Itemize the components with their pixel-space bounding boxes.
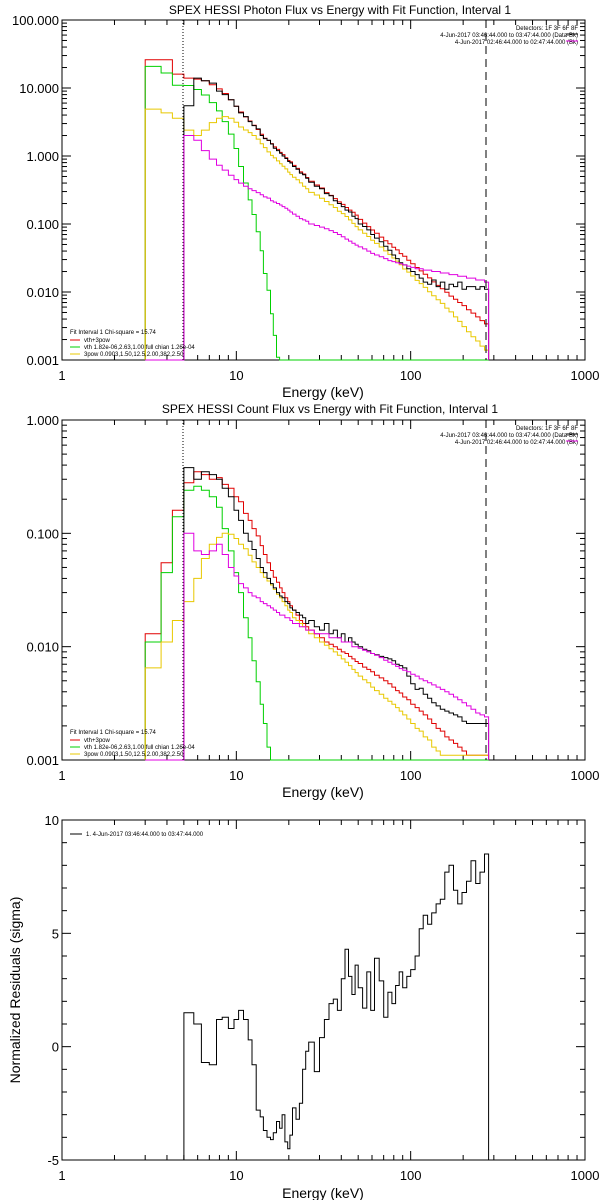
count-flux-y-tick-label: 1.000 [26,413,59,428]
photon-flux-header-3: 4-Jun-2017 02:46:44.000 to 02:47:44.000 … [455,40,578,46]
photon-flux-header-1: Detectors: 1F 3F 6F 8F [516,26,578,32]
residuals-x-tick-label: 100 [400,1168,422,1183]
residuals-y-tick-label: 0 [52,1040,59,1055]
photon-flux-x-tick-label: 100 [400,368,422,383]
residuals-y-tick-label: 5 [52,926,59,941]
count-flux-y-tick-label: 0.010 [26,640,59,655]
count-flux-axes: 1 10 100 1000 0.001 0.010 0.100 1.000 [26,413,599,783]
residuals-y-label: Normalized Residuals (sigma) [7,897,23,1084]
count-flux-plot-frame [61,419,586,761]
photon-flux-x-tick-label: 10 [229,368,243,383]
photon-flux-header-2: 4-Jun-2017 03:46:44.000 to 03:47:44.000 … [440,33,578,39]
photon-flux-x-tick-label: 1 [58,368,65,383]
count-flux-series [144,467,490,761]
photon-flux-y-tick-label: 10.000 [19,81,59,96]
photon-flux-y-tick-label: 100.000 [12,13,59,28]
residuals-plot-frame [61,819,586,1161]
count-flux-y-tick-label: 0.100 [26,526,59,541]
photon-flux-legend-pow: 3pow 0.0903,1.50,12.5,2.00,382,2.50 [84,352,184,358]
residuals-series-1-4-jun-2017-03-46-44-000-to-03-47-44-000 [183,853,490,1160]
count-flux-x-tick-label: 1 [58,768,65,783]
count-flux-x-label: Energy (keV) [282,784,364,800]
photon-flux-y-tick-label: 1.000 [26,149,59,164]
photon-flux-series-vth-3pow [144,59,490,360]
count-flux-series-3pow [144,532,490,760]
photon-flux-axes: 1 10 100 1000 0.001 0.010 0.100 1.000 10.000 100.… [12,13,599,383]
residuals-x-tick-label: 1 [58,1168,65,1183]
photon-flux-title: SPEX HESSI Photon Flux vs Energy with Fi… [169,3,511,17]
photon-flux-y-tick-label: 0.001 [26,353,59,368]
residuals-x-tick-label: 10 [229,1168,243,1183]
residuals-legend-text: 1. 4-Jun-2017 03:46:44.000 to 03:47:44.0… [86,832,204,838]
photon-flux-x-tick-label: 1000 [571,368,600,383]
photon-flux-legend-fit: Fit Interval 1 Chi-square = 15.74 [70,330,157,336]
count-flux-series-data-bk [145,467,490,761]
residuals-axes: 1 10 100 1000 -5 0 5 10 [45,813,600,1183]
photon-flux-series-data-bk [145,77,490,361]
count-flux-series-vth [144,485,489,761]
count-flux-x-tick-label: 100 [400,768,422,783]
count-flux-legend-total: vth+3pow [84,738,111,744]
count-flux-x-tick-label: 10 [229,768,243,783]
count-flux-legend-vth: vth 1.82e-06,2.63,1.00 full chian 1.26e-… [84,745,195,751]
photon-flux-y-tick-label: 0.100 [26,217,59,232]
residuals-y-tick-label: -5 [47,1153,59,1168]
photon-flux-plot-frame [61,19,586,361]
residuals-x-label: Energy (keV) [282,1185,364,1200]
count-flux-header-3: 4-Jun-2017 02:46:44.000 to 02:47:44.000 … [455,440,578,446]
count-flux-y-tick-label: 0.001 [26,753,59,768]
residuals-series [183,853,490,1160]
count-flux-title: SPEX HESSI Count Flux vs Energy with Fit… [162,402,498,416]
count-flux-series-bk [145,532,490,761]
photon-flux-x-label: Energy (keV) [282,384,364,400]
count-flux-panel: SPEX HESSI Count Flux vs Energy with Fit… [26,402,599,800]
residuals-panel: 1 10 100 1000 -5 0 5 10 1. 4-Jun-2017 03:46:44.… [7,813,599,1200]
photon-flux-legend-vth: vth 1.82e-06,2.63,1.00 full chian 1.26e-… [84,345,195,351]
count-flux-header-1: Detectors: 1F 3F 6F 8F [516,426,578,432]
count-flux-header-2: 4-Jun-2017 03:46:44.000 to 03:47:44.000 … [440,433,578,439]
count-flux-legend-pow: 3pow 0.0903,1.50,12.5,2.00,382,2.50 [84,752,184,758]
photon-flux-y-tick-label: 0.010 [26,285,59,300]
photon-flux-panel: SPEX HESSI Photon Flux vs Energy with Fi… [12,3,599,400]
count-flux-series-vth-3pow [144,471,490,760]
photon-flux-series-vth [144,65,489,361]
photon-flux-series-bk [145,135,490,361]
count-flux-x-tick-label: 1000 [571,768,600,783]
photon-flux-legend-total: vth+3pow [84,338,111,344]
residuals-y-tick-label: 10 [45,813,59,828]
residuals-x-tick-label: 1000 [571,1168,600,1183]
photon-flux-series-3pow [144,108,490,360]
count-flux-legend-fit: Fit Interval 1 Chi-square = 15.74 [70,730,157,736]
photon-flux-series [144,59,490,361]
